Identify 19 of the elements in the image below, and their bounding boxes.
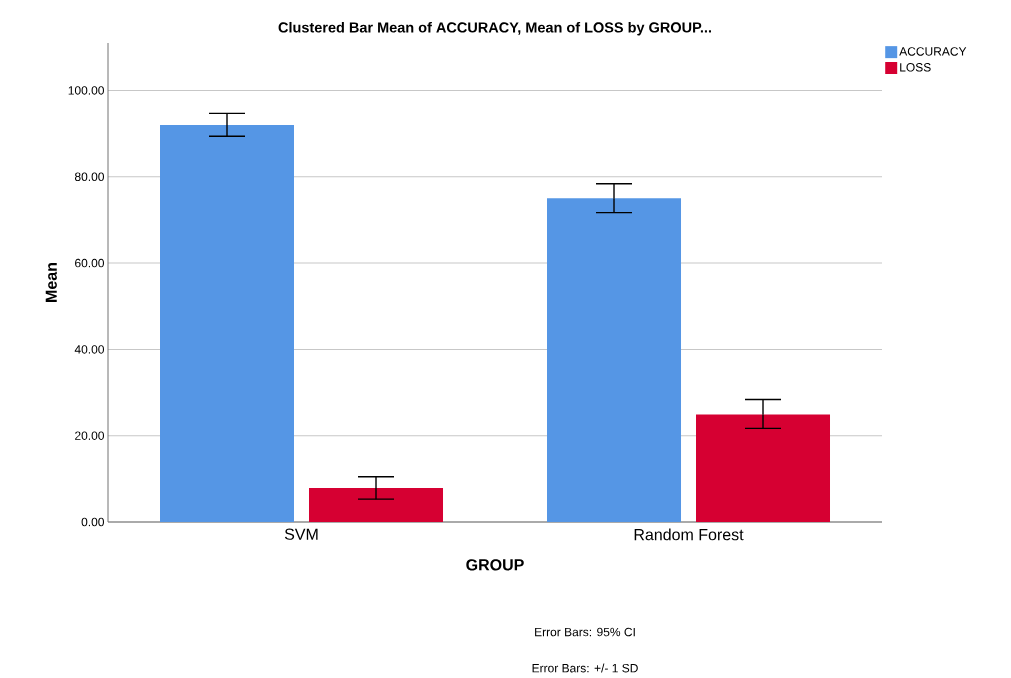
x-axis-title: GROUP (466, 559, 524, 571)
bar (547, 198, 682, 522)
bar (309, 487, 443, 522)
legend-label: LOSS (900, 63, 931, 72)
chart-title: Clustered Bar Mean of ACCURACY, Mean of LOSS by GROUP... (278, 21, 711, 36)
text: Error Bars: 95% CI (535, 627, 635, 637)
y-axis-title: Mean (45, 263, 57, 302)
y-tick-label: 80.00 (74, 172, 104, 182)
text: Error Bars: +/- 1 SD (532, 663, 638, 673)
x-tick-label: Random Forest (634, 528, 744, 541)
bar (160, 124, 294, 522)
bar (696, 414, 831, 522)
legend-label: ACCURACY (899, 47, 967, 56)
y-tick-label: 100.00 (68, 86, 104, 95)
x-tick-label: SVM (284, 528, 318, 540)
y-tick-label: 40.00 (74, 345, 104, 354)
y-tick-label: 20.00 (75, 431, 104, 440)
y-tick-label: 60.00 (75, 258, 104, 268)
y-tick-label: 0.00 (81, 517, 105, 527)
